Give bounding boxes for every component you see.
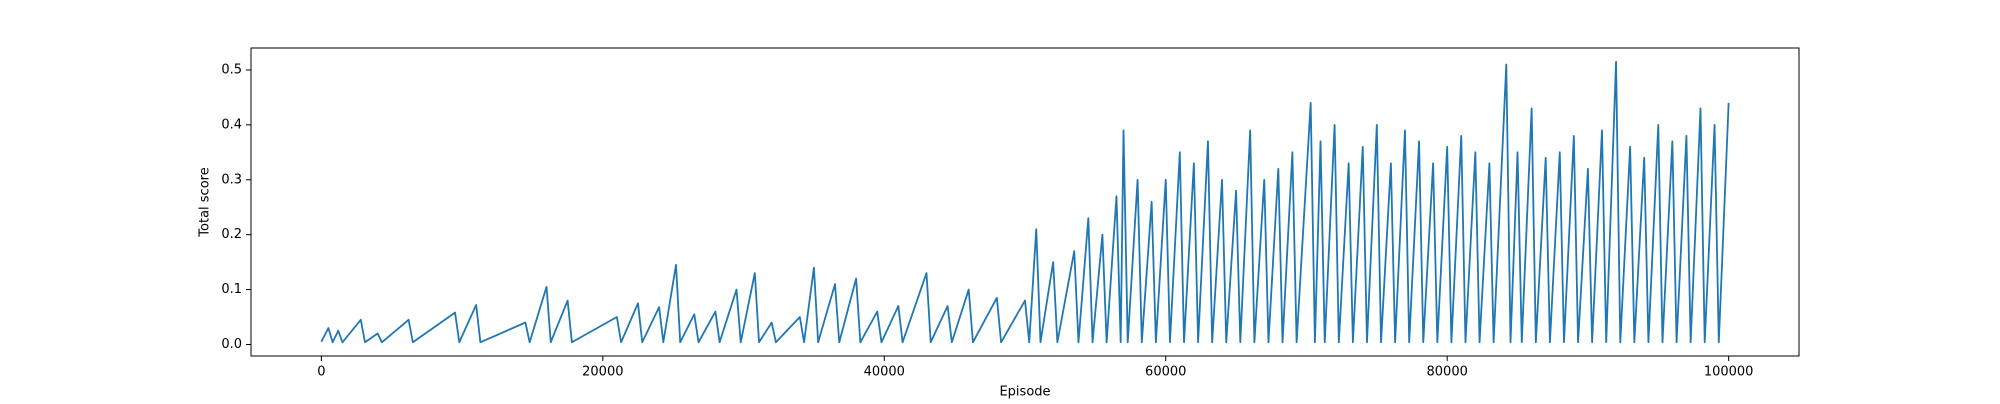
y-tick-label: 0.1: [221, 282, 242, 297]
x-tick-label: 100000: [1704, 365, 1754, 380]
y-tick-label: 0.4: [221, 117, 242, 132]
y-tick-label: 0.2: [221, 227, 242, 242]
y-tick-label: 0.0: [221, 337, 242, 352]
data-line: [320, 60, 1730, 344]
x-tick-label: 20000: [582, 365, 623, 380]
x-tick-label: 60000: [1145, 365, 1186, 380]
axes-frame: [250, 47, 1800, 357]
x-tick-label: 80000: [1427, 365, 1468, 380]
y-tick-label: 0.3: [221, 172, 242, 187]
x-axis-label: Episode: [999, 385, 1050, 400]
x-tick-label: 40000: [864, 365, 905, 380]
x-tick-label: 0: [317, 365, 325, 380]
y-axis-label: Total score: [198, 167, 213, 237]
y-tick-label: 0.5: [221, 62, 242, 77]
